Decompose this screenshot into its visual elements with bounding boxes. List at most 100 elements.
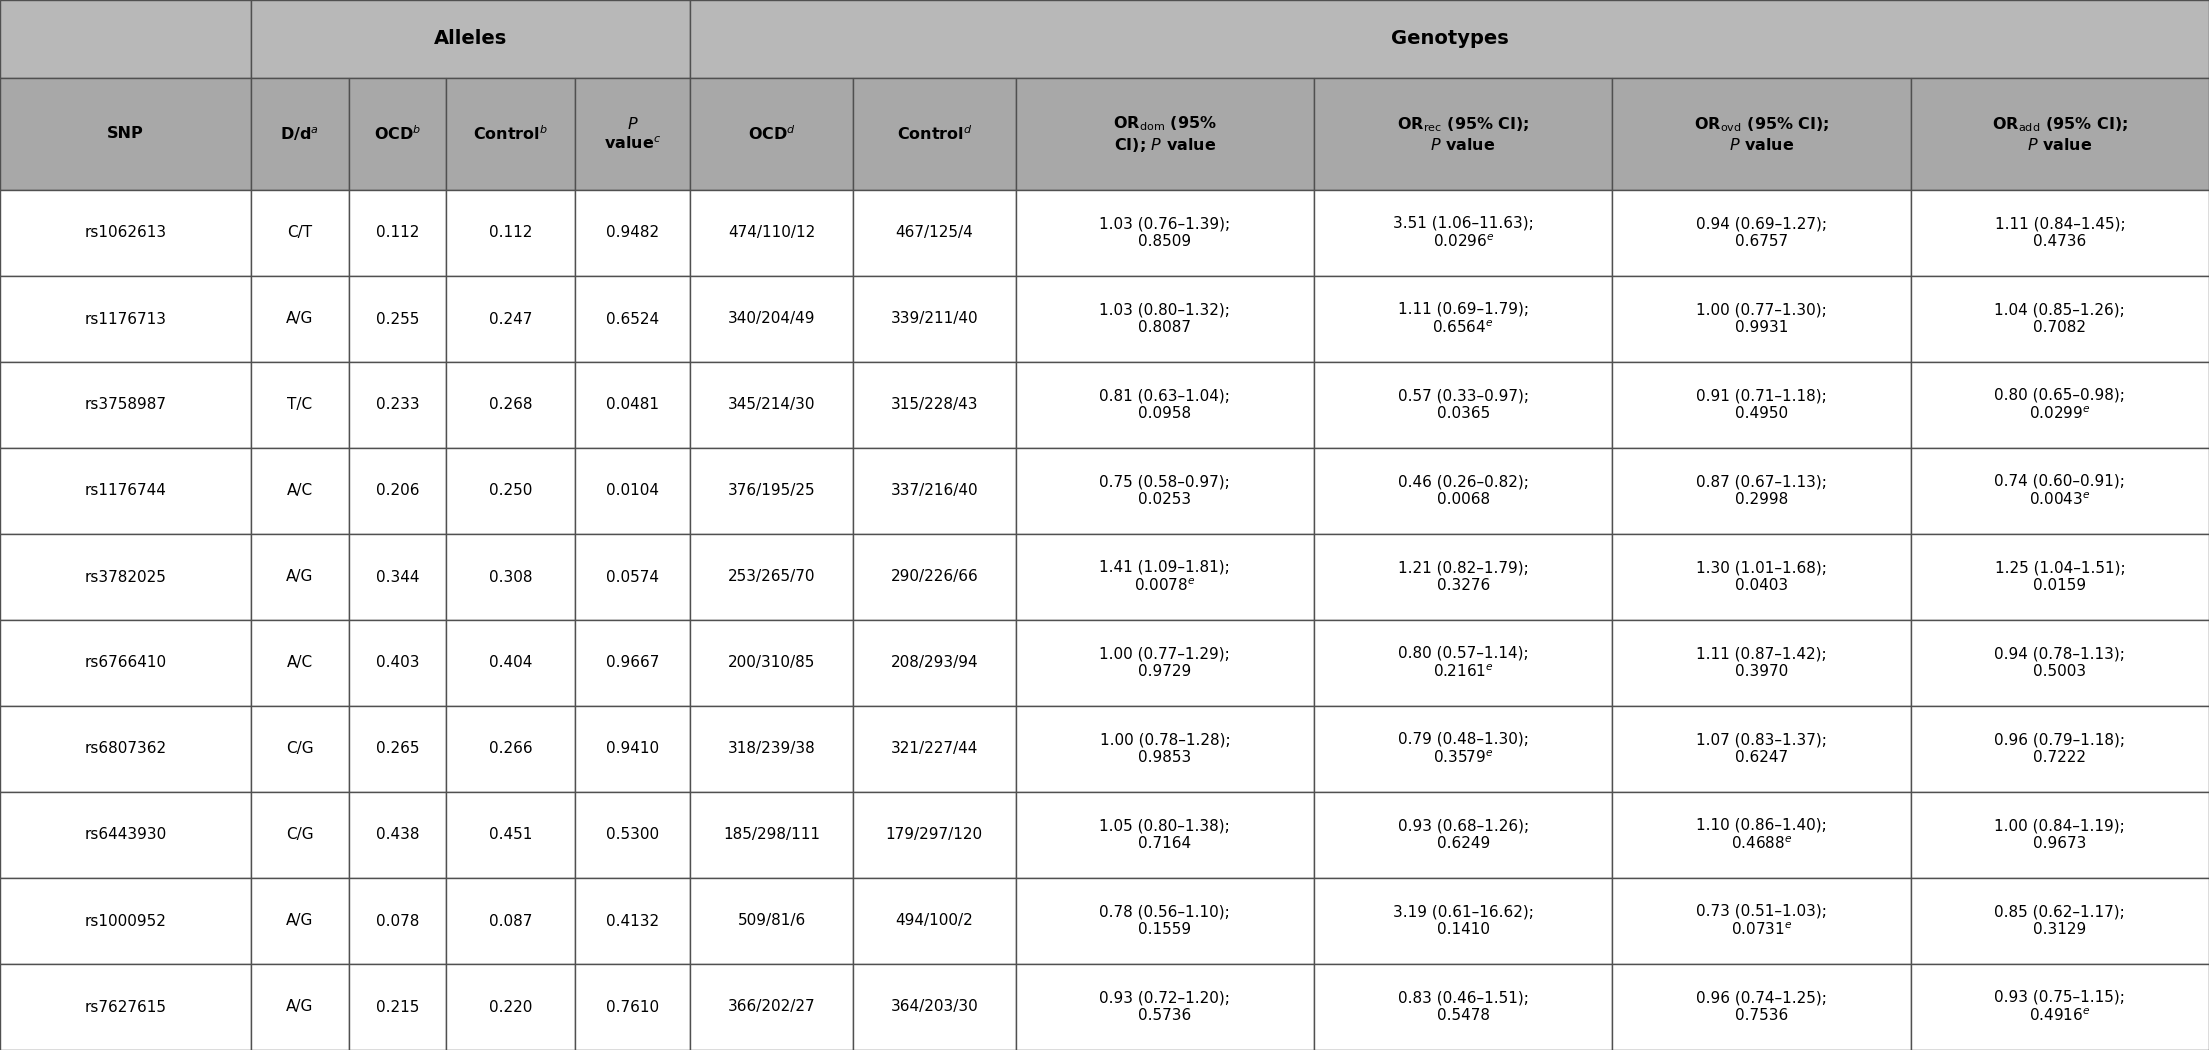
Bar xyxy=(853,706,1016,792)
Bar xyxy=(689,362,853,448)
Bar xyxy=(853,448,1016,534)
Text: rs1176744: rs1176744 xyxy=(84,483,166,499)
Text: 494/100/2: 494/100/2 xyxy=(895,914,974,928)
Bar xyxy=(349,276,446,362)
Bar xyxy=(252,0,689,78)
Text: $P$
value$^c$: $P$ value$^c$ xyxy=(603,117,660,151)
Text: 208/293/94: 208/293/94 xyxy=(890,655,979,671)
Bar xyxy=(446,78,574,190)
Text: rs1000952: rs1000952 xyxy=(84,914,166,928)
Text: 0.93 (0.72–1.20);
0.5736: 0.93 (0.72–1.20); 0.5736 xyxy=(1100,991,1230,1023)
Text: 0.81 (0.63–1.04);
0.0958: 0.81 (0.63–1.04); 0.0958 xyxy=(1100,388,1230,421)
Bar xyxy=(1911,448,2209,534)
Bar xyxy=(252,706,349,792)
Text: 509/81/6: 509/81/6 xyxy=(738,914,806,928)
Bar xyxy=(1016,964,1314,1050)
Bar xyxy=(446,448,574,534)
Text: Alleles: Alleles xyxy=(433,29,508,48)
Text: 0.93 (0.75–1.15);
0.4916$^e$: 0.93 (0.75–1.15); 0.4916$^e$ xyxy=(1995,990,2125,1024)
Bar xyxy=(689,964,853,1050)
Bar xyxy=(1911,878,2209,964)
Text: Genotypes: Genotypes xyxy=(1392,29,1509,48)
Text: 1.04 (0.85–1.26);
0.7082: 1.04 (0.85–1.26); 0.7082 xyxy=(1995,302,2125,335)
Bar xyxy=(349,706,446,792)
Text: 0.9482: 0.9482 xyxy=(605,226,658,240)
Bar xyxy=(853,534,1016,620)
Bar xyxy=(349,878,446,964)
Bar xyxy=(0,964,252,1050)
Bar xyxy=(349,448,446,534)
Text: 1.11 (0.87–1.42);
0.3970: 1.11 (0.87–1.42); 0.3970 xyxy=(1697,647,1827,679)
Bar xyxy=(574,534,689,620)
Bar xyxy=(349,620,446,706)
Text: 0.87 (0.67–1.13);
0.2998: 0.87 (0.67–1.13); 0.2998 xyxy=(1697,475,1827,507)
Bar xyxy=(446,878,574,964)
Bar xyxy=(0,190,252,276)
Bar xyxy=(689,190,853,276)
Bar xyxy=(689,878,853,964)
Bar xyxy=(1613,276,1911,362)
Bar xyxy=(853,362,1016,448)
Bar xyxy=(689,792,853,878)
Text: 0.247: 0.247 xyxy=(488,312,532,327)
Bar xyxy=(0,706,252,792)
Text: 340/204/49: 340/204/49 xyxy=(727,312,815,327)
Text: 0.112: 0.112 xyxy=(488,226,532,240)
Text: 0.75 (0.58–0.97);
0.0253: 0.75 (0.58–0.97); 0.0253 xyxy=(1100,475,1230,507)
Bar xyxy=(689,276,853,362)
Text: A/G: A/G xyxy=(285,1000,314,1014)
Bar xyxy=(1016,792,1314,878)
Text: 376/195/25: 376/195/25 xyxy=(727,483,815,499)
Bar xyxy=(446,362,574,448)
Text: 0.94 (0.78–1.13);
0.5003: 0.94 (0.78–1.13); 0.5003 xyxy=(1995,647,2125,679)
Text: 0.233: 0.233 xyxy=(376,398,420,413)
Text: 0.96 (0.79–1.18);
0.7222: 0.96 (0.79–1.18); 0.7222 xyxy=(1995,733,2125,765)
Bar xyxy=(252,620,349,706)
Text: 0.57 (0.33–0.97);
0.0365: 0.57 (0.33–0.97); 0.0365 xyxy=(1398,388,1529,421)
Bar xyxy=(574,620,689,706)
Bar xyxy=(252,276,349,362)
Text: 1.21 (0.82–1.79);
0.3276: 1.21 (0.82–1.79); 0.3276 xyxy=(1398,561,1529,593)
Text: 0.344: 0.344 xyxy=(376,569,420,585)
Text: 321/227/44: 321/227/44 xyxy=(890,741,979,756)
Text: OCD$^d$: OCD$^d$ xyxy=(747,125,795,144)
Text: 0.087: 0.087 xyxy=(488,914,532,928)
Bar xyxy=(349,792,446,878)
Bar xyxy=(853,276,1016,362)
Bar xyxy=(574,276,689,362)
Text: 0.9667: 0.9667 xyxy=(605,655,658,671)
Text: 0.078: 0.078 xyxy=(376,914,420,928)
Bar xyxy=(1613,448,1911,534)
Text: 0.0481: 0.0481 xyxy=(605,398,658,413)
Text: 179/297/120: 179/297/120 xyxy=(886,827,983,842)
Text: 0.0574: 0.0574 xyxy=(605,569,658,585)
Text: 1.00 (0.77–1.29);
0.9729: 1.00 (0.77–1.29); 0.9729 xyxy=(1100,647,1230,679)
Text: 0.308: 0.308 xyxy=(488,569,532,585)
Bar xyxy=(0,362,252,448)
Bar xyxy=(1314,964,1613,1050)
Bar xyxy=(252,362,349,448)
Text: C/G: C/G xyxy=(285,741,314,756)
Text: 0.266: 0.266 xyxy=(488,741,532,756)
Bar xyxy=(853,78,1016,190)
Bar xyxy=(1911,362,2209,448)
Text: 0.93 (0.68–1.26);
0.6249: 0.93 (0.68–1.26); 0.6249 xyxy=(1398,819,1529,852)
Text: 0.265: 0.265 xyxy=(376,741,420,756)
Bar xyxy=(1314,276,1613,362)
Bar xyxy=(1911,276,2209,362)
Text: 345/214/30: 345/214/30 xyxy=(727,398,815,413)
Text: C/T: C/T xyxy=(287,226,311,240)
Bar xyxy=(574,190,689,276)
Text: 0.0104: 0.0104 xyxy=(605,483,658,499)
Text: Control$^d$: Control$^d$ xyxy=(897,125,972,144)
Bar xyxy=(853,792,1016,878)
Text: rs3782025: rs3782025 xyxy=(84,569,166,585)
Bar xyxy=(1314,706,1613,792)
Bar xyxy=(1613,964,1911,1050)
Text: 0.80 (0.57–1.14);
0.2161$^e$: 0.80 (0.57–1.14); 0.2161$^e$ xyxy=(1398,646,1529,680)
Text: 1.00 (0.78–1.28);
0.9853: 1.00 (0.78–1.28); 0.9853 xyxy=(1100,733,1230,765)
Text: 253/265/70: 253/265/70 xyxy=(727,569,815,585)
Text: 0.80 (0.65–0.98);
0.0299$^e$: 0.80 (0.65–0.98); 0.0299$^e$ xyxy=(1995,387,2125,422)
Bar xyxy=(574,964,689,1050)
Bar xyxy=(574,448,689,534)
